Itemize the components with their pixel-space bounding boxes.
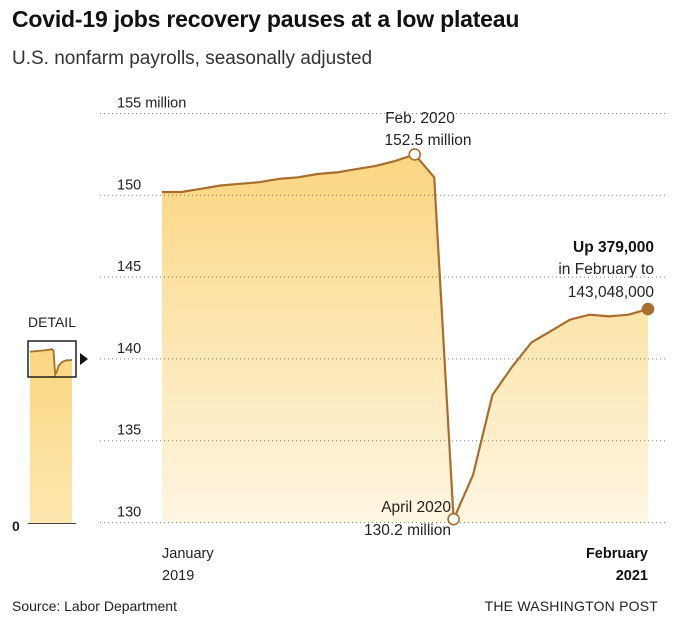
x-label-end-line1: February bbox=[586, 546, 648, 562]
payrolls-area bbox=[162, 154, 648, 523]
highlight-marker-2021-02 bbox=[641, 302, 655, 316]
detail-frame bbox=[27, 340, 77, 378]
trough-annotation-line2: 130.2 million bbox=[364, 522, 451, 539]
source-note: Source: Labor Department bbox=[12, 598, 177, 614]
highlight-markers bbox=[408, 148, 655, 526]
peak-annotation-line1: Feb. 2020 bbox=[385, 110, 455, 127]
y-tick-label-135: 135 bbox=[117, 423, 141, 439]
chart-subtitle: U.S. nonfarm payrolls, seasonally adjust… bbox=[12, 48, 373, 69]
end-annotation-line1: Up 379,000 bbox=[573, 239, 654, 256]
y-tick-label-145: 145 bbox=[117, 259, 141, 275]
end-annotation-line3: 143,048,000 bbox=[568, 284, 655, 301]
chart-title: Covid-19 jobs recovery pauses at a low p… bbox=[12, 6, 520, 32]
triangle-right-icon bbox=[80, 353, 88, 365]
grid-lines bbox=[100, 113, 668, 523]
detail-inset: DETAIL 0 bbox=[12, 314, 88, 534]
x-label-end-line2: 2021 bbox=[616, 568, 648, 584]
y-tick-label-155: 155 million bbox=[117, 96, 186, 112]
highlight-marker-2020-04 bbox=[447, 512, 460, 526]
x-label-start-line1: January bbox=[162, 546, 214, 562]
highlight-marker-2020-02 bbox=[408, 148, 422, 161]
y-tick-label-150: 150 bbox=[117, 177, 141, 193]
x-label-start-line2: 2019 bbox=[162, 568, 194, 584]
payrolls-line bbox=[162, 153, 649, 521]
detail-zero-label: 0 bbox=[12, 518, 20, 534]
publisher-credit: THE WASHINGTON POST bbox=[484, 598, 658, 614]
end-annotation-line2: in February to bbox=[558, 261, 654, 278]
detail-area bbox=[30, 349, 72, 524]
detail-label: DETAIL bbox=[28, 314, 76, 330]
y-tick-label-130: 130 bbox=[117, 505, 141, 521]
peak-annotation-line2: 152.5 million bbox=[384, 132, 471, 149]
y-tick-label-140: 140 bbox=[117, 341, 141, 357]
trough-annotation-line1: April 2020 bbox=[381, 499, 451, 516]
y-tick-labels: 155 million 150 145 140 135 130 bbox=[117, 96, 186, 521]
detail-line bbox=[30, 347, 73, 378]
